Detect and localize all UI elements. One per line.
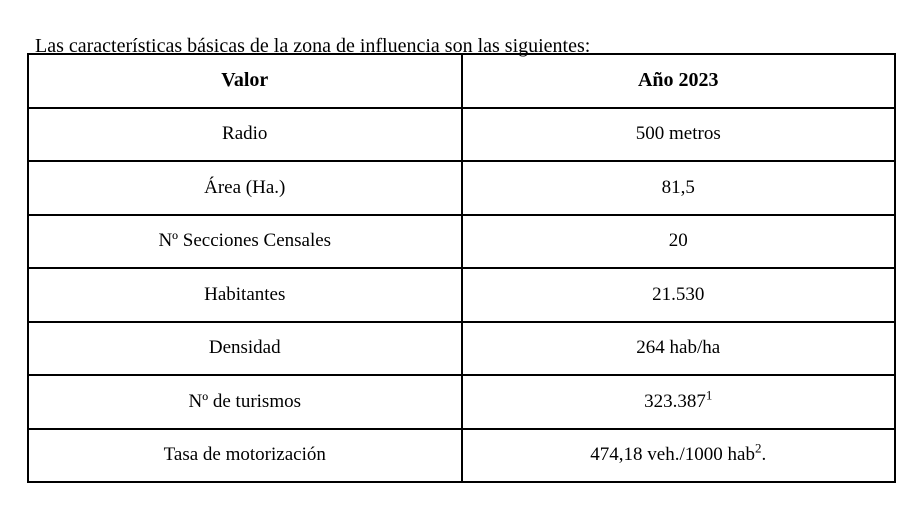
value-text: 81,5 — [661, 176, 695, 198]
row-label-cell: Tasa de motorización — [27, 427, 463, 483]
row-value-cell: 264 hab/ha — [460, 320, 896, 376]
value-text: 20 — [668, 230, 688, 252]
row-label-cell: Habitantes — [27, 267, 463, 323]
header-row: Valor Año 2023 — [27, 53, 896, 109]
row-label-cell: Radio — [27, 106, 463, 162]
row-value-cell: 20 — [460, 213, 896, 269]
value-text: 323.387 — [644, 390, 706, 412]
header-cell-1: Año 2023 — [460, 53, 896, 109]
value-text: 21.530 — [652, 283, 705, 305]
row-value-cell: 323.3871 — [460, 374, 896, 430]
table-body: Radio 500 metros Área (Ha.) 81,5 Nº Seccione… — [27, 106, 896, 483]
row-value-cell: 500 metros — [460, 106, 896, 162]
row-value-cell: 21.530 — [460, 267, 896, 323]
table-row: Nº Secciones Censales 20 — [27, 213, 896, 269]
header-cell-0: Valor — [27, 53, 463, 109]
table-row: Habitantes 21.530 — [27, 267, 896, 323]
table-row: Densidad 264 hab/ha — [27, 320, 896, 376]
value-text-after: . — [761, 444, 767, 466]
row-label-cell: Nº de turismos — [27, 374, 463, 430]
row-label-cell: Área (Ha.) — [27, 160, 463, 216]
row-value-cell: 81,5 — [460, 160, 896, 216]
footnote-marker: 1 — [705, 387, 713, 403]
table-row: Nº de turismos 323.3871 — [27, 374, 896, 430]
row-value-cell: 474,18 veh./1000 hab2. — [460, 427, 896, 483]
value-text: 474,18 veh./1000 hab — [590, 444, 755, 466]
table-row: Área (Ha.) 81,5 — [27, 160, 896, 216]
row-label-cell: Densidad — [27, 320, 463, 376]
row-label-cell: Nº Secciones Censales — [27, 213, 463, 269]
table-header: Valor Año 2023 — [27, 53, 896, 109]
value-text: 264 hab/ha — [636, 337, 721, 359]
footnote-marker: 2 — [754, 440, 762, 456]
table-row: Tasa de motorización 474,18 veh./1000 hab… — [27, 427, 896, 483]
influence-zone-table: Valor Año 2023 Radio 500 metros Área (Ha.) 8… — [27, 53, 896, 483]
table-row: Radio 500 metros — [27, 106, 896, 162]
value-text: 500 metros — [635, 123, 721, 145]
intro-paragraph: Las características básicas de la zona d… — [35, 35, 591, 57]
